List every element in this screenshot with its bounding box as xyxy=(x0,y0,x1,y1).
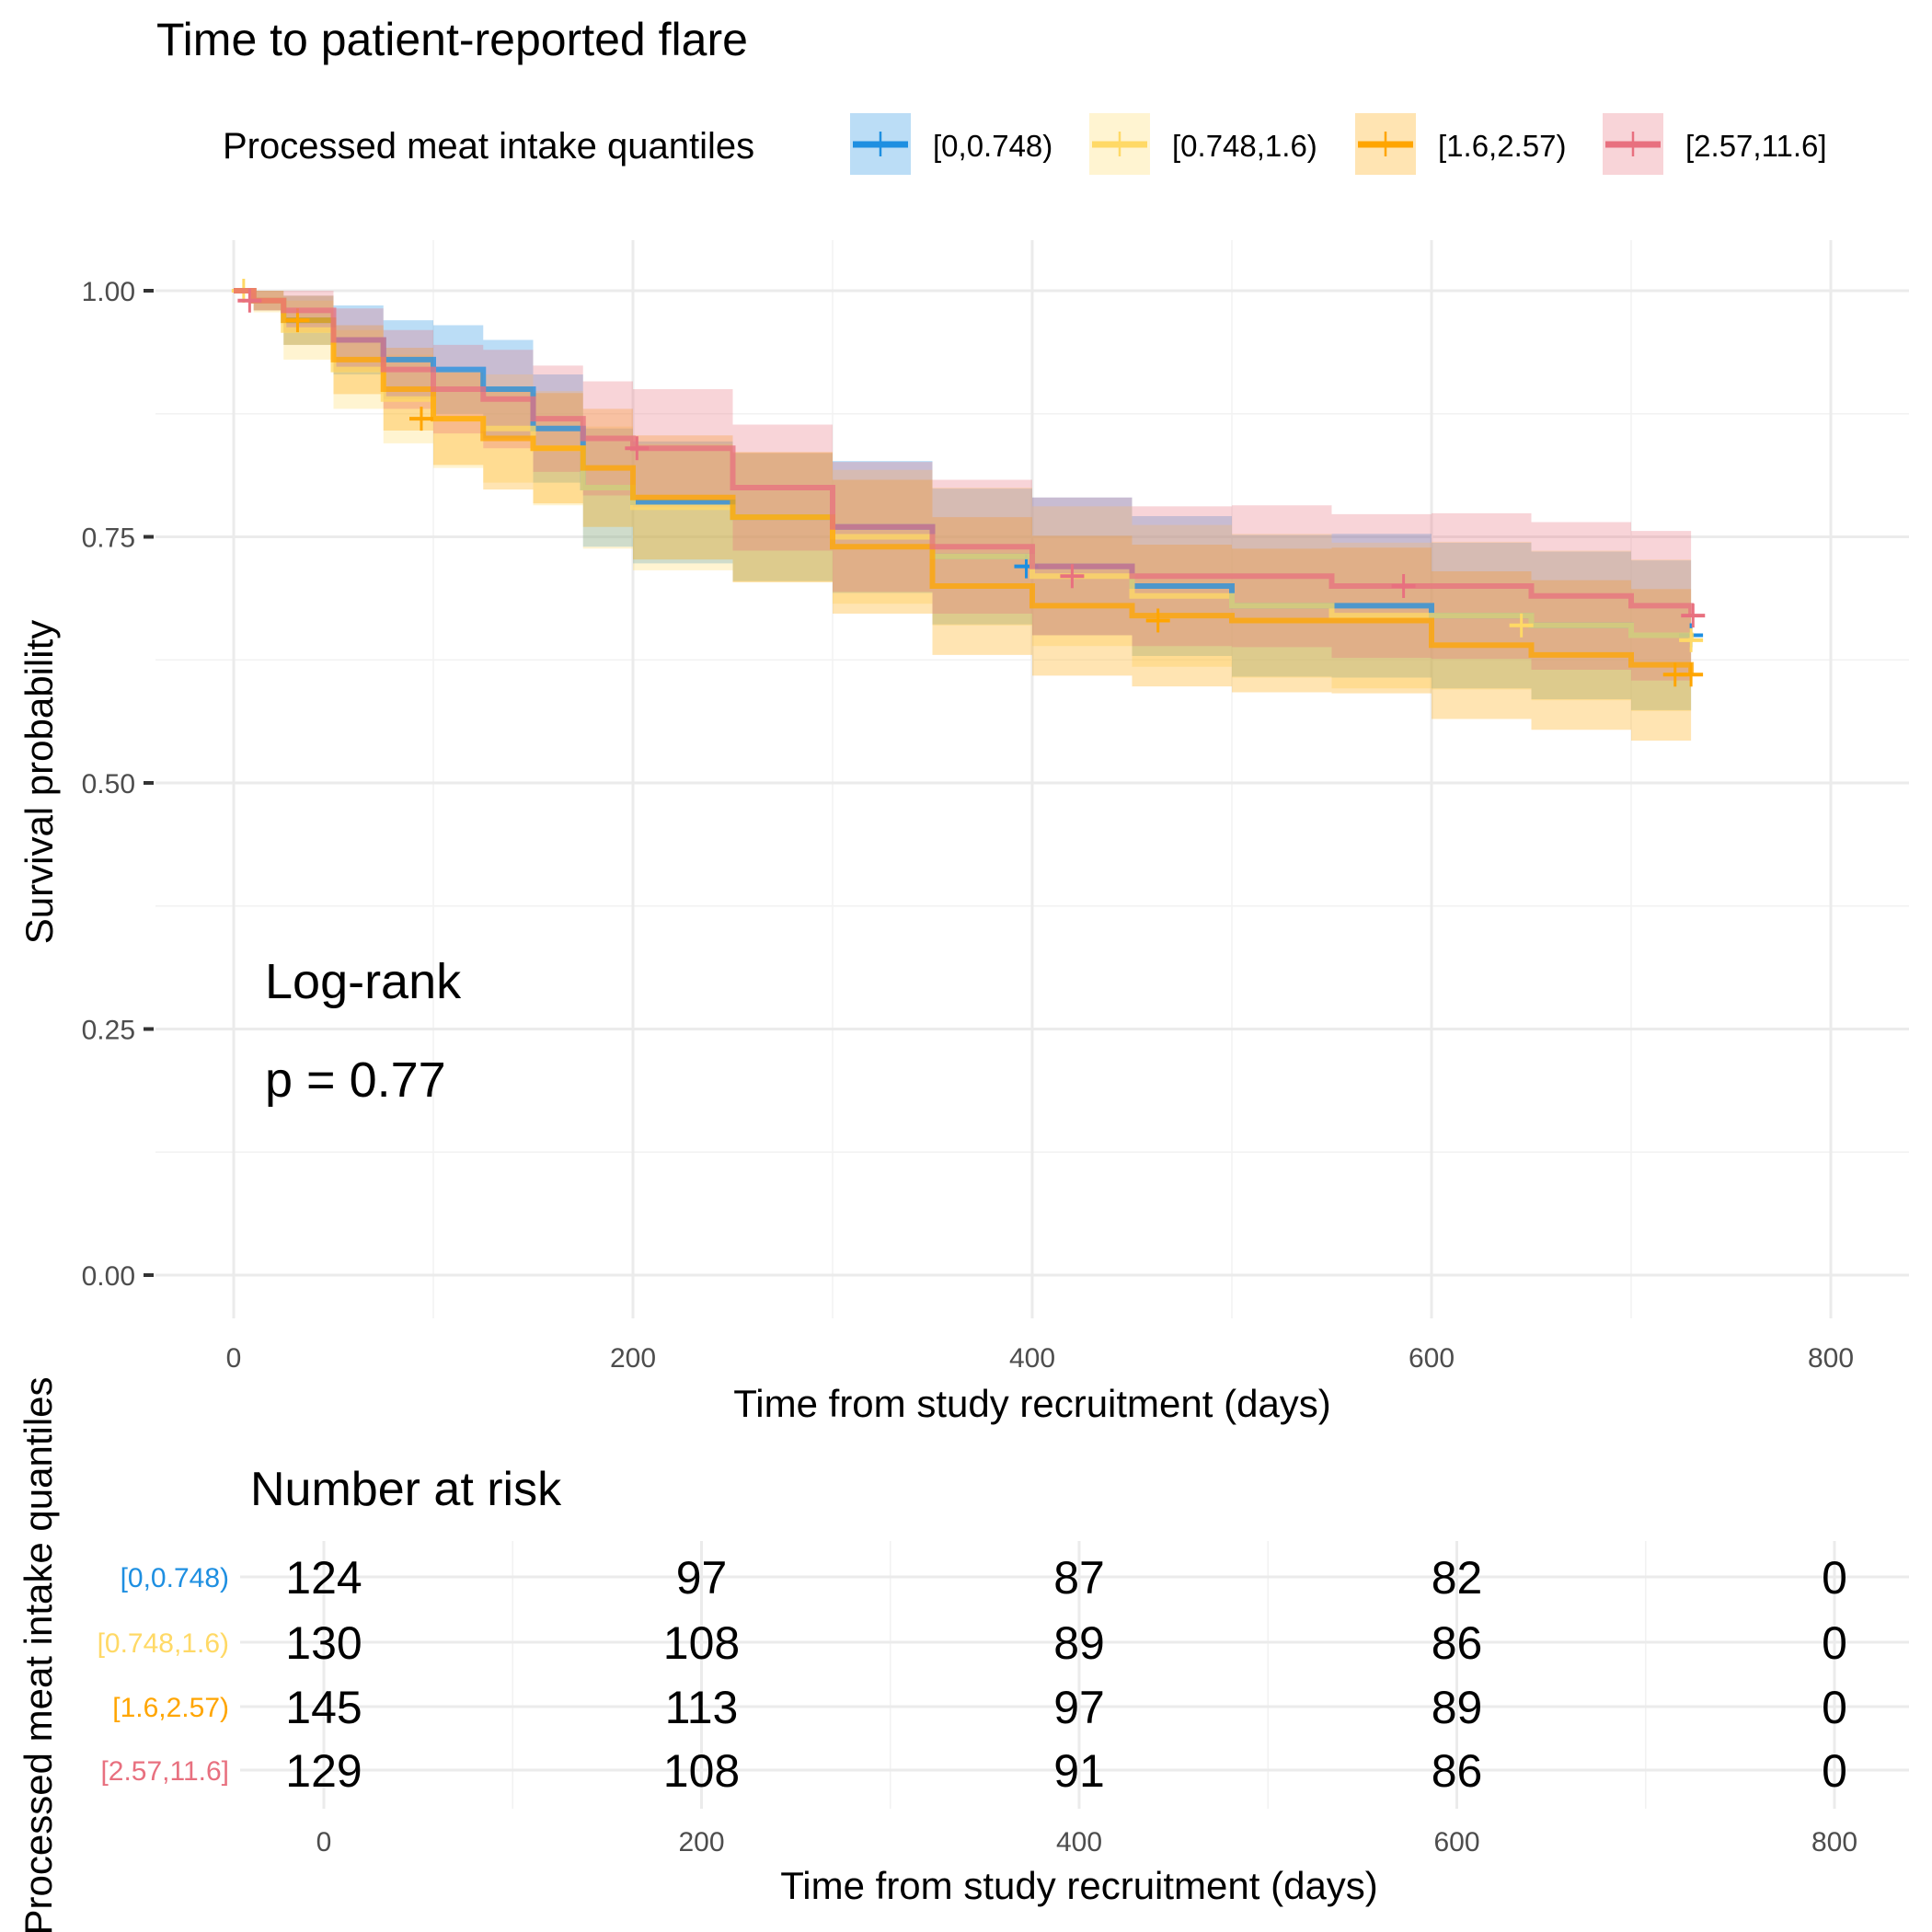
risk-row-label: [0.748,1.6) xyxy=(98,1628,229,1659)
legend-title: Processed meat intake quantiles xyxy=(223,126,754,167)
risk-count: 89 xyxy=(1053,1617,1105,1669)
logrank-label: Log-rank xyxy=(265,954,462,1009)
risk-row-label: [1.6,2.57) xyxy=(112,1693,229,1723)
censor-mark xyxy=(237,288,262,313)
risk-count: 87 xyxy=(1053,1552,1105,1604)
risk-count: 82 xyxy=(1432,1552,1483,1604)
legend-item: [1.6,2.57) xyxy=(1355,113,1566,175)
logrank-pvalue: p = 0.77 xyxy=(265,1052,446,1108)
legend-item: [0,0.748) xyxy=(850,113,1052,175)
risk-x-tick-label: 200 xyxy=(678,1827,724,1857)
x-axis-title: Time from study recruitment (days) xyxy=(733,1382,1331,1425)
risk-count: 108 xyxy=(663,1617,740,1669)
risk-count: 0 xyxy=(1822,1617,1847,1669)
risk-count: 124 xyxy=(285,1552,362,1604)
risk-count: 108 xyxy=(663,1745,740,1797)
risk-x-tick-label: 0 xyxy=(316,1827,332,1857)
y-tick-label: 1.00 xyxy=(82,277,135,307)
ci-band xyxy=(234,291,1692,752)
y-tick-label: 0.75 xyxy=(82,523,135,554)
censor-mark xyxy=(1060,564,1085,589)
risk-table: 0 200 400 600 800 [0,0.748) 124 97 87 82 0 [0.748,1… xyxy=(98,1541,1909,1857)
censor-mark xyxy=(1509,613,1534,638)
risk-x-tick-label: 400 xyxy=(1056,1827,1102,1857)
x-tick-label: 0 xyxy=(226,1343,242,1374)
censor-mark xyxy=(1145,608,1170,633)
legend-label: [1.6,2.57) xyxy=(1438,129,1566,163)
survival-curve xyxy=(234,288,1695,675)
censor-mark xyxy=(625,436,650,461)
y-axis-title: Survival probability xyxy=(17,620,61,945)
x-tick-label: 800 xyxy=(1808,1343,1854,1374)
x-tick-label: 200 xyxy=(610,1343,656,1374)
risk-table-x-title: Time from study recruitment (days) xyxy=(780,1864,1378,1907)
risk-count: 97 xyxy=(676,1552,728,1604)
x-tick-label: 600 xyxy=(1409,1343,1455,1374)
risk-count: 0 xyxy=(1822,1682,1847,1733)
censor-mark xyxy=(1681,604,1706,628)
risk-count: 86 xyxy=(1432,1617,1483,1669)
legend-item: [0.748,1.6) xyxy=(1089,113,1317,175)
risk-row-label: [2.57,11.6] xyxy=(100,1756,229,1787)
risk-count: 113 xyxy=(665,1682,739,1733)
risk-count: 130 xyxy=(285,1617,362,1669)
legend-label: [0.748,1.6) xyxy=(1172,129,1317,163)
risk-x-tick-label: 800 xyxy=(1811,1827,1857,1857)
risk-x-tick-label: 600 xyxy=(1433,1827,1479,1857)
legend-label: [2.57,11.6] xyxy=(1685,129,1827,163)
chart-title: Time to patient-reported flare xyxy=(156,14,748,65)
risk-row-label: [0,0.748) xyxy=(121,1563,229,1593)
legend-item: [2.57,11.6] xyxy=(1603,113,1827,175)
risk-count: 86 xyxy=(1432,1745,1483,1797)
censor-mark xyxy=(1679,662,1704,687)
risk-count: 129 xyxy=(285,1745,362,1797)
risk-count: 97 xyxy=(1053,1682,1105,1733)
risk-count: 0 xyxy=(1822,1552,1847,1604)
risk-table-title: Number at risk xyxy=(250,1463,562,1516)
risk-count: 91 xyxy=(1053,1745,1105,1797)
ci-band xyxy=(234,291,1692,693)
risk-table-y-title: Processed meat intake quantiles xyxy=(17,1376,60,1932)
censor-mark xyxy=(1391,574,1416,598)
risk-count: 0 xyxy=(1822,1745,1847,1797)
risk-count: 145 xyxy=(285,1682,362,1733)
legend-label: [0,0.748) xyxy=(933,129,1052,163)
y-tick-label: 0.25 xyxy=(82,1016,135,1046)
legend: Processed meat intake quantiles [0,0.748… xyxy=(223,113,1827,175)
y-tick-label: 0.00 xyxy=(82,1261,135,1292)
censor-mark xyxy=(408,407,433,431)
y-tick-label: 0.50 xyxy=(82,769,135,799)
censor-mark xyxy=(1679,627,1704,652)
x-tick-label: 400 xyxy=(1009,1343,1055,1374)
survival-plot-panel: 0 200 400 600 800 0.00 0.25 0.50 0.75 1.00 xyxy=(82,240,1909,1374)
ci-band xyxy=(234,291,1692,719)
risk-count: 89 xyxy=(1432,1682,1483,1733)
